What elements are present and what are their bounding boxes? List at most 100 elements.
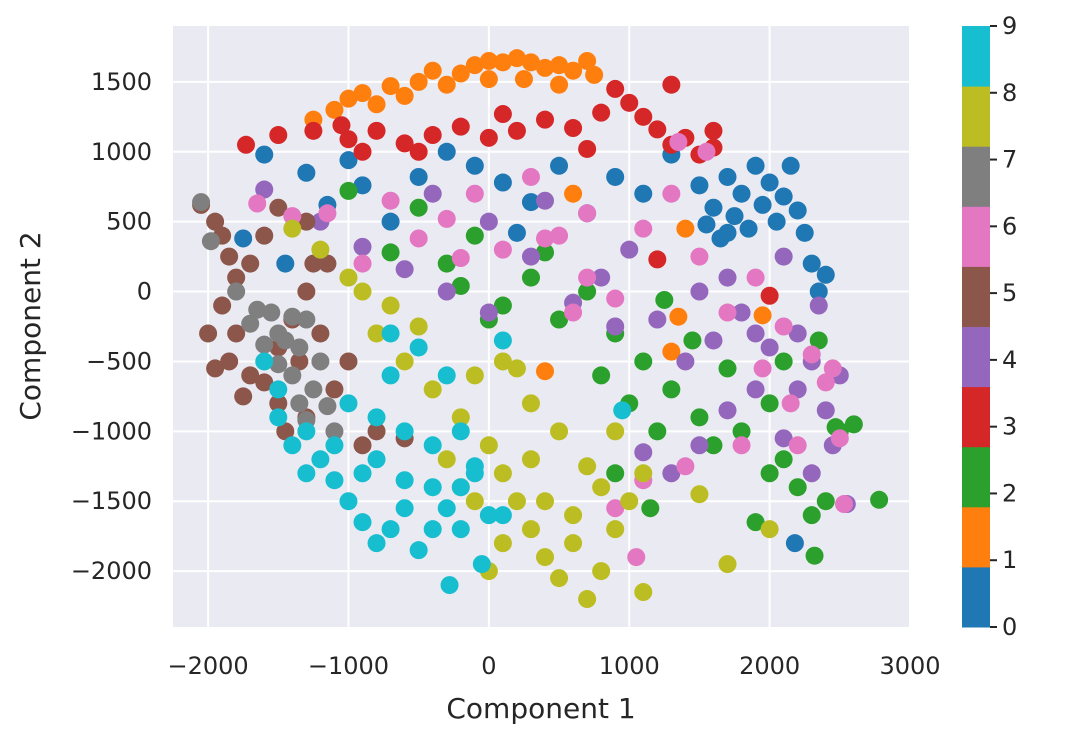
data-point — [592, 478, 611, 497]
data-point — [353, 464, 372, 483]
y-tick-label: −1500 — [71, 487, 152, 515]
data-point — [788, 478, 807, 497]
data-point — [353, 176, 372, 195]
data-point — [437, 75, 456, 94]
data-point — [325, 100, 344, 119]
data-point — [704, 331, 723, 350]
data-point — [290, 352, 309, 371]
data-point — [592, 268, 611, 287]
data-point — [192, 193, 211, 212]
data-point — [746, 513, 765, 532]
colorbar-segment — [962, 266, 990, 327]
data-point — [353, 84, 372, 103]
y-tick-label: 1500 — [91, 68, 152, 96]
data-point — [297, 464, 316, 483]
data-point — [634, 583, 653, 602]
data-point — [634, 352, 653, 371]
data-point — [550, 310, 569, 329]
data-point — [648, 310, 667, 329]
data-point — [493, 506, 512, 525]
data-point — [465, 56, 484, 75]
data-point — [493, 53, 512, 72]
x-tick-label: −1000 — [308, 652, 389, 680]
data-point — [255, 352, 274, 371]
data-point — [662, 464, 681, 483]
data-point — [662, 380, 681, 399]
data-point — [283, 366, 302, 385]
data-point — [578, 51, 597, 70]
data-point — [395, 471, 414, 490]
data-point — [479, 436, 498, 455]
data-point — [521, 450, 540, 469]
colorbar-tick-label: 4 — [1002, 346, 1017, 374]
data-point — [536, 243, 555, 262]
data-point — [536, 110, 555, 129]
data-point — [227, 282, 246, 301]
data-point — [641, 499, 660, 518]
data-point — [627, 548, 646, 567]
data-point — [234, 387, 253, 406]
data-point — [283, 207, 302, 226]
data-point — [578, 282, 597, 301]
data-point — [472, 555, 491, 574]
data-point — [234, 229, 253, 248]
data-point — [662, 75, 681, 94]
data-point — [753, 306, 772, 325]
data-point — [669, 133, 688, 152]
x-tick-labels: −2000 −1000 0 1000 2000 3000 — [168, 652, 941, 680]
data-point — [746, 156, 765, 175]
colorbar-tick-label: 7 — [1002, 146, 1017, 174]
data-point — [662, 184, 681, 203]
data-point — [788, 380, 807, 399]
data-point — [451, 249, 470, 268]
data-point — [297, 310, 316, 329]
data-point — [353, 142, 372, 161]
data-point — [437, 450, 456, 469]
data-point — [311, 450, 330, 469]
data-point — [255, 373, 274, 392]
data-point — [248, 194, 267, 213]
colorbar-tick-label: 0 — [1002, 613, 1017, 641]
data-point — [353, 282, 372, 301]
data-point — [262, 303, 281, 322]
data-point — [353, 237, 372, 256]
data-point — [381, 366, 400, 385]
data-point — [367, 121, 386, 140]
data-point — [339, 89, 358, 108]
data-point — [648, 422, 667, 441]
data-point — [220, 247, 239, 266]
data-point — [697, 142, 716, 161]
data-point — [753, 195, 772, 214]
data-point — [648, 120, 667, 139]
data-point — [767, 212, 786, 231]
data-point — [774, 352, 793, 371]
data-point — [690, 436, 709, 455]
data-point — [550, 422, 569, 441]
data-point — [746, 380, 765, 399]
data-point — [437, 209, 456, 228]
data-point — [409, 229, 428, 248]
data-point — [269, 355, 288, 374]
data-point — [493, 105, 512, 124]
data-point — [437, 499, 456, 518]
data-point — [550, 156, 569, 175]
data-point — [746, 268, 765, 287]
data-point — [805, 546, 824, 565]
data-point — [451, 520, 470, 539]
data-point — [690, 408, 709, 427]
data-point — [521, 53, 540, 72]
y-tick-label: −1000 — [71, 417, 152, 445]
data-point — [606, 422, 625, 441]
data-point — [339, 394, 358, 413]
data-point — [578, 457, 597, 476]
data-point — [395, 422, 414, 441]
data-point — [564, 184, 583, 203]
data-point — [395, 499, 414, 518]
data-point — [493, 173, 512, 192]
y-tick-label: 500 — [106, 208, 152, 236]
data-point — [318, 204, 337, 223]
data-point — [269, 394, 288, 413]
data-point — [395, 86, 414, 105]
data-point — [536, 191, 555, 210]
